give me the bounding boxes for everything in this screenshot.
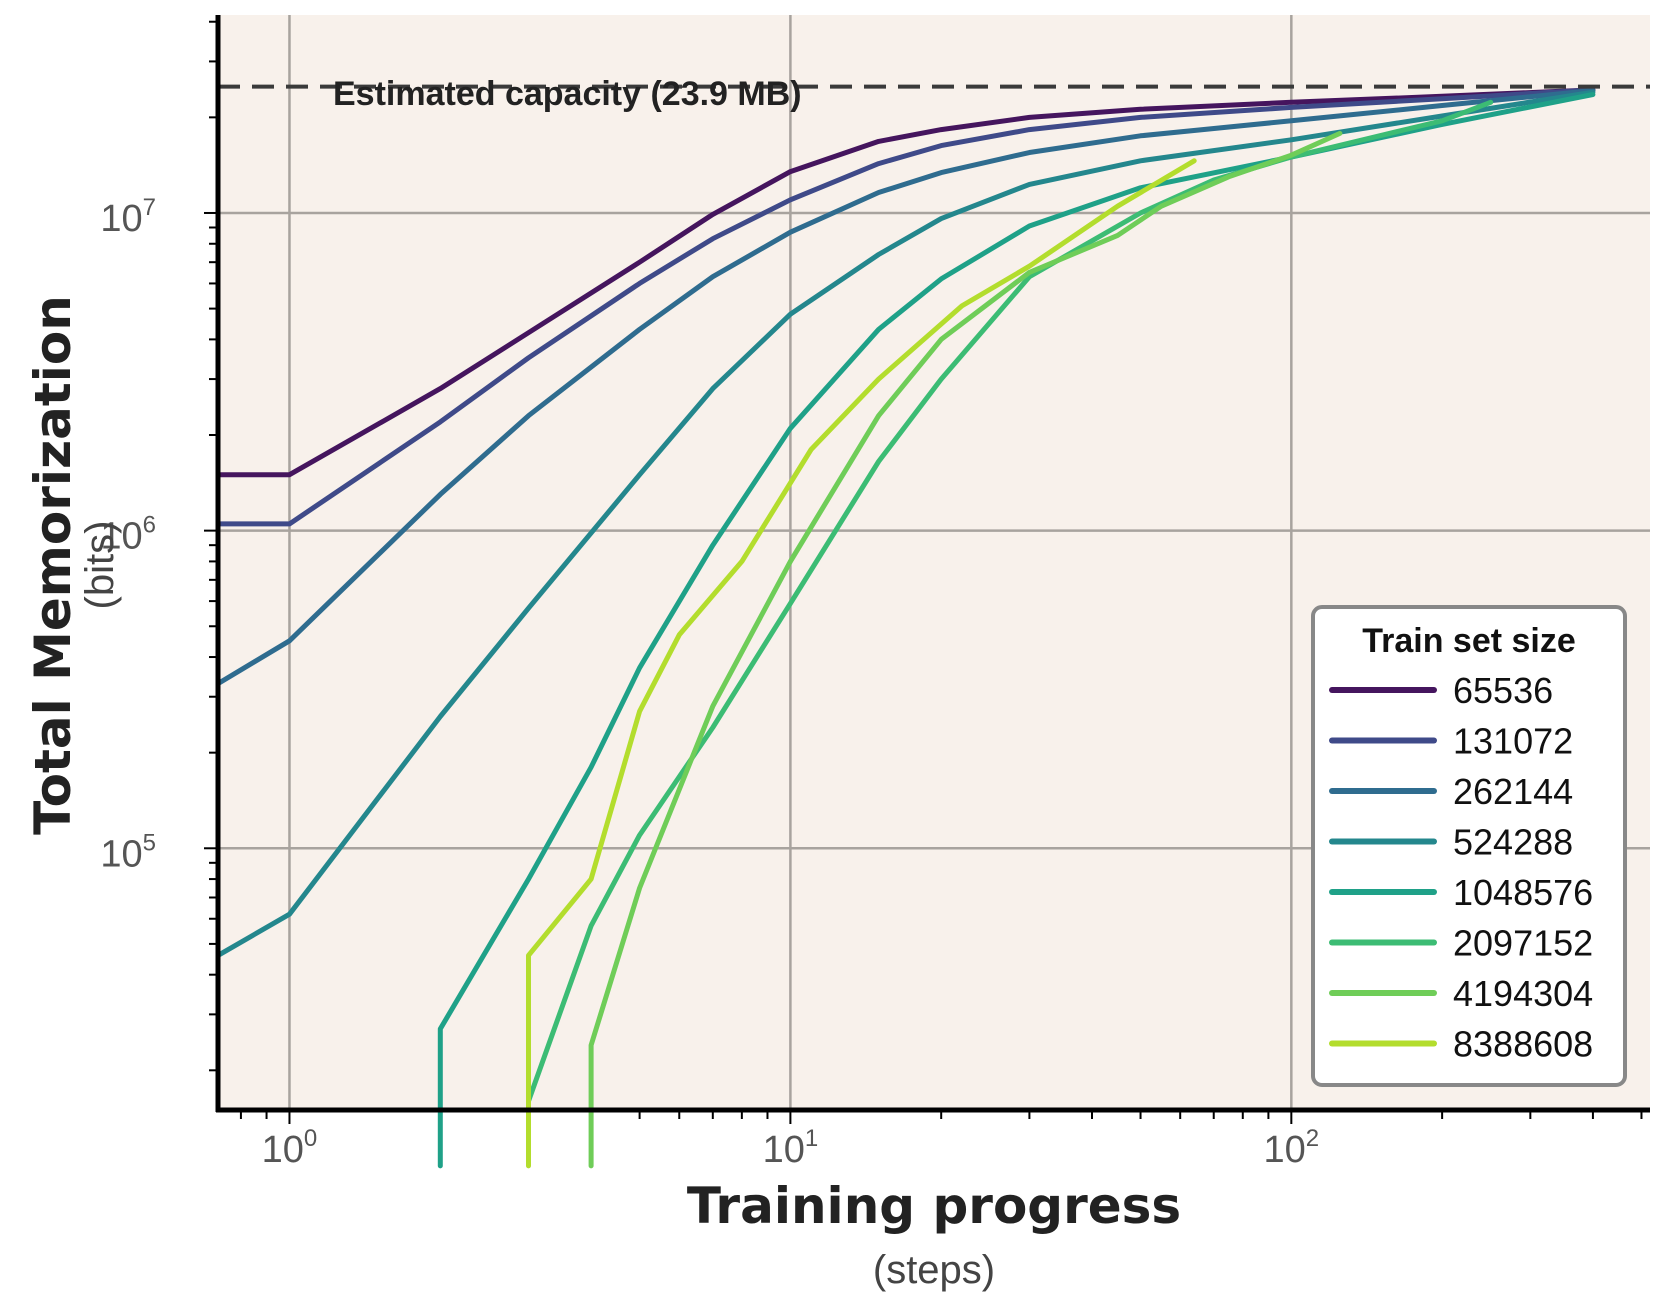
legend-label: 524288 — [1453, 822, 1573, 863]
y-axis-label: Total Memorization — [24, 295, 82, 835]
legend-items: 65536 131072 262144 524288 1048576 2097152 419… — [1329, 670, 1593, 1065]
series-line-4194304 — [588, 130, 1343, 1169]
x-axis-sublabel: (steps) — [873, 1248, 995, 1292]
y-tick-labels: 105 106 107 — [100, 194, 156, 875]
legend-label: 262144 — [1453, 771, 1573, 812]
x-tick-labels: 100 101 102 — [262, 1125, 1320, 1171]
series-line-131072 — [215, 87, 1596, 527]
y-axis-sublabel: (bits) — [78, 521, 122, 610]
series-line-2097152 — [526, 99, 1494, 1104]
x-tick-label: 100 — [262, 1125, 318, 1171]
legend-title: Train set size — [1362, 622, 1576, 660]
y-tick-label: 107 — [100, 194, 156, 240]
y-tick-label: 106 — [100, 512, 156, 558]
legend-box — [1311, 605, 1627, 1087]
series-line-524288 — [215, 89, 1596, 958]
series-line-262144 — [215, 88, 1596, 687]
legend: Train set size 65536 131072 262144 524288 10… — [1311, 605, 1627, 1087]
y-tick-label: 105 — [100, 829, 156, 875]
legend-label: 4194304 — [1453, 973, 1593, 1014]
legend-label: 65536 — [1453, 670, 1553, 711]
x-tick-label: 101 — [763, 1125, 819, 1171]
x-tick-label: 102 — [1264, 1125, 1320, 1171]
legend-label: 1048576 — [1453, 872, 1593, 913]
series-lines — [215, 87, 1596, 1169]
legend-label: 131072 — [1453, 721, 1573, 762]
legend-label: 8388608 — [1453, 1024, 1593, 1065]
capacity-label: Estimated capacity (23.9 MB) — [333, 75, 802, 113]
x-axis-label: Training progress — [687, 1177, 1181, 1235]
series-line-65536 — [215, 87, 1596, 478]
series-line-8388608 — [526, 158, 1197, 1169]
legend-label: 2097152 — [1453, 923, 1593, 964]
